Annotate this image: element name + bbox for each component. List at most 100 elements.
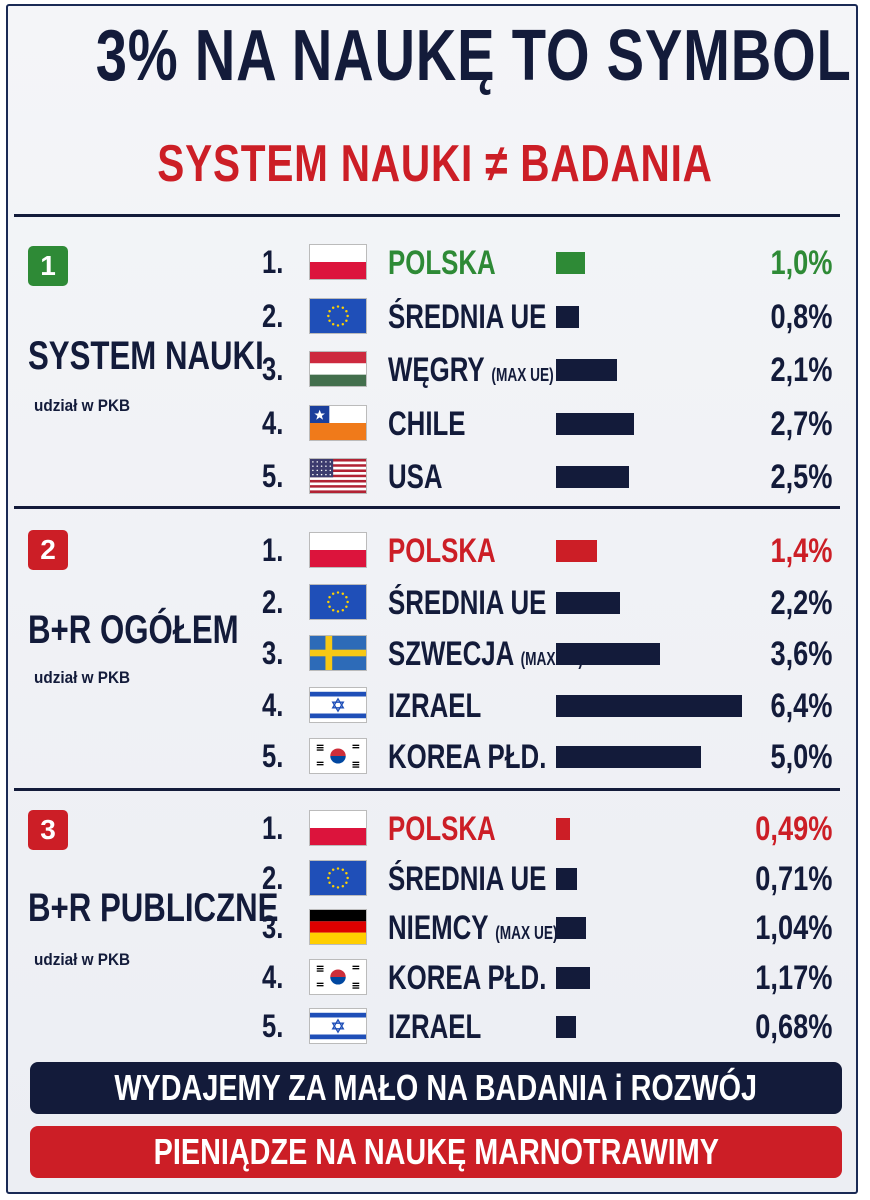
divider [14, 788, 840, 791]
country-label: SZWECJA (MAX UE) [388, 637, 583, 671]
country-name: ŚREDNIA UE [388, 297, 547, 336]
eu-flag-icon [309, 297, 367, 334]
south-korea-flag-icon [309, 738, 367, 774]
usa-flag-icon [309, 458, 367, 494]
section-subtitle: udział w PKB [34, 396, 131, 415]
infographic-frame [6, 4, 858, 1194]
bar [556, 412, 635, 435]
rank-label: 1. [262, 244, 284, 280]
section-badge: 2 [28, 530, 68, 570]
bar [556, 917, 587, 939]
country-note: (MAX UE) [491, 365, 554, 385]
chart-row: 5. KOREA PŁD. 5,0% [0, 736, 870, 780]
section-subtitle: udział w PKB [34, 950, 131, 969]
chart-row: 2. ŚREDNIA UE 2,2% [0, 582, 870, 626]
rank-label: 3. [262, 351, 284, 387]
country-name: POLSKA [388, 244, 496, 282]
banner-navy: WYDAJEMY ZA MAŁO NA BADANIA i ROZWÓJ [30, 1062, 842, 1114]
country-label: ŚREDNIA UE [388, 862, 546, 896]
country-label: POLSKA [388, 534, 496, 568]
value-label: 1,0% [770, 244, 832, 282]
rank-label: 2. [262, 297, 284, 334]
israel-flag-icon [309, 686, 367, 723]
value-label: 0,49% [754, 810, 832, 848]
page-title: 3% NA NAUKĘ TO SYMBOL [95, 16, 852, 96]
country-name: ŚREDNIA UE [388, 583, 547, 622]
country-name: IZRAEL [388, 1008, 482, 1046]
hungary-flag-icon [309, 351, 367, 387]
chart-row: 2. ŚREDNIA UE 0,71% [0, 858, 870, 902]
divider [14, 506, 840, 509]
bar [556, 643, 661, 665]
country-name: IZRAEL [388, 686, 482, 725]
bar [556, 1016, 576, 1038]
israel-flag-icon [309, 1008, 367, 1044]
poland-flag-icon [309, 244, 367, 280]
bar [556, 591, 620, 614]
value-label: 0,8% [770, 297, 832, 336]
rank-label: 2. [262, 583, 284, 620]
banner-navy-text: WYDAJEMY ZA MAŁO NA BADANIA i ROZWÓJ [114, 1067, 758, 1108]
section-subtitle: udział w PKB [34, 668, 131, 687]
chart-row: 4. CHILE 2,7% [0, 403, 870, 447]
value-label: 5,0% [770, 738, 832, 776]
country-label: CHILE [388, 407, 466, 441]
country-label: ŚREDNIA UE [388, 586, 546, 620]
value-label: 1,04% [754, 909, 832, 947]
value-label: 0,71% [754, 859, 832, 898]
country-name: SZWECJA [388, 635, 514, 673]
section-title: B+R OGÓŁEM [28, 608, 239, 652]
country-name: KOREA PŁD. [388, 738, 547, 776]
rank-label: 4. [262, 686, 284, 723]
germany-flag-icon [309, 909, 367, 945]
country-label: USA [388, 460, 443, 494]
value-label: 2,5% [770, 458, 832, 496]
chart-row: 3. SZWECJA (MAX UE) 3,6% [0, 633, 870, 677]
country-name: WĘGRY [388, 351, 485, 389]
bar [556, 818, 571, 840]
rank-label: 3. [262, 909, 284, 945]
rank-label: 4. [262, 404, 284, 441]
country-label: ŚREDNIA UE [388, 300, 546, 334]
value-label: 2,2% [770, 583, 832, 622]
eu-flag-icon [309, 583, 367, 620]
rank-label: 5. [262, 1008, 284, 1044]
chart-row: 1. POLSKA 1,0% [0, 242, 870, 286]
country-name: CHILE [388, 404, 466, 443]
value-label: 0,68% [754, 1008, 832, 1046]
poland-flag-icon [309, 532, 367, 568]
value-label: 2,7% [770, 404, 832, 443]
bar [556, 305, 580, 328]
country-name: POLSKA [388, 532, 496, 570]
bar [556, 252, 585, 274]
section-title: SYSTEM NAUKI [28, 334, 264, 378]
chart-row: 2. ŚREDNIA UE 0,8% [0, 296, 870, 340]
bar [556, 966, 590, 989]
bar [556, 466, 629, 488]
bar [556, 867, 577, 890]
rank-label: 1. [262, 810, 284, 846]
country-label: IZRAEL [388, 689, 481, 723]
value-label: 2,1% [770, 351, 832, 389]
country-name: NIEMCY [388, 909, 489, 947]
section-badge: 1 [28, 246, 68, 286]
bar [556, 746, 701, 768]
eu-flag-icon [309, 859, 367, 896]
rank-label: 5. [262, 458, 284, 494]
chart-row: 1. POLSKA 1,4% [0, 530, 870, 574]
country-name: USA [388, 458, 443, 496]
value-label: 1,17% [754, 958, 832, 997]
chart-row: 4. KOREA PŁD. 1,17% [0, 957, 870, 1001]
sweden-flag-icon [309, 635, 367, 671]
chart-row: 4. IZRAEL 6,4% [0, 685, 870, 729]
country-label: WĘGRY (MAX UE) [388, 353, 554, 387]
country-label: KOREA PŁD. [388, 740, 546, 774]
bar [556, 540, 597, 562]
rank-label: 4. [262, 958, 284, 995]
chart-row: 5. IZRAEL 0,68% [0, 1006, 870, 1050]
banner-red-text: PIENIĄDZE NA NAUKĘ MARNOTRAWIMY [153, 1131, 719, 1172]
rank-label: 1. [262, 532, 284, 568]
section-title: B+R PUBLICZNE [28, 886, 279, 930]
country-label: NIEMCY (MAX UE) [388, 911, 558, 945]
rank-label: 5. [262, 738, 284, 774]
